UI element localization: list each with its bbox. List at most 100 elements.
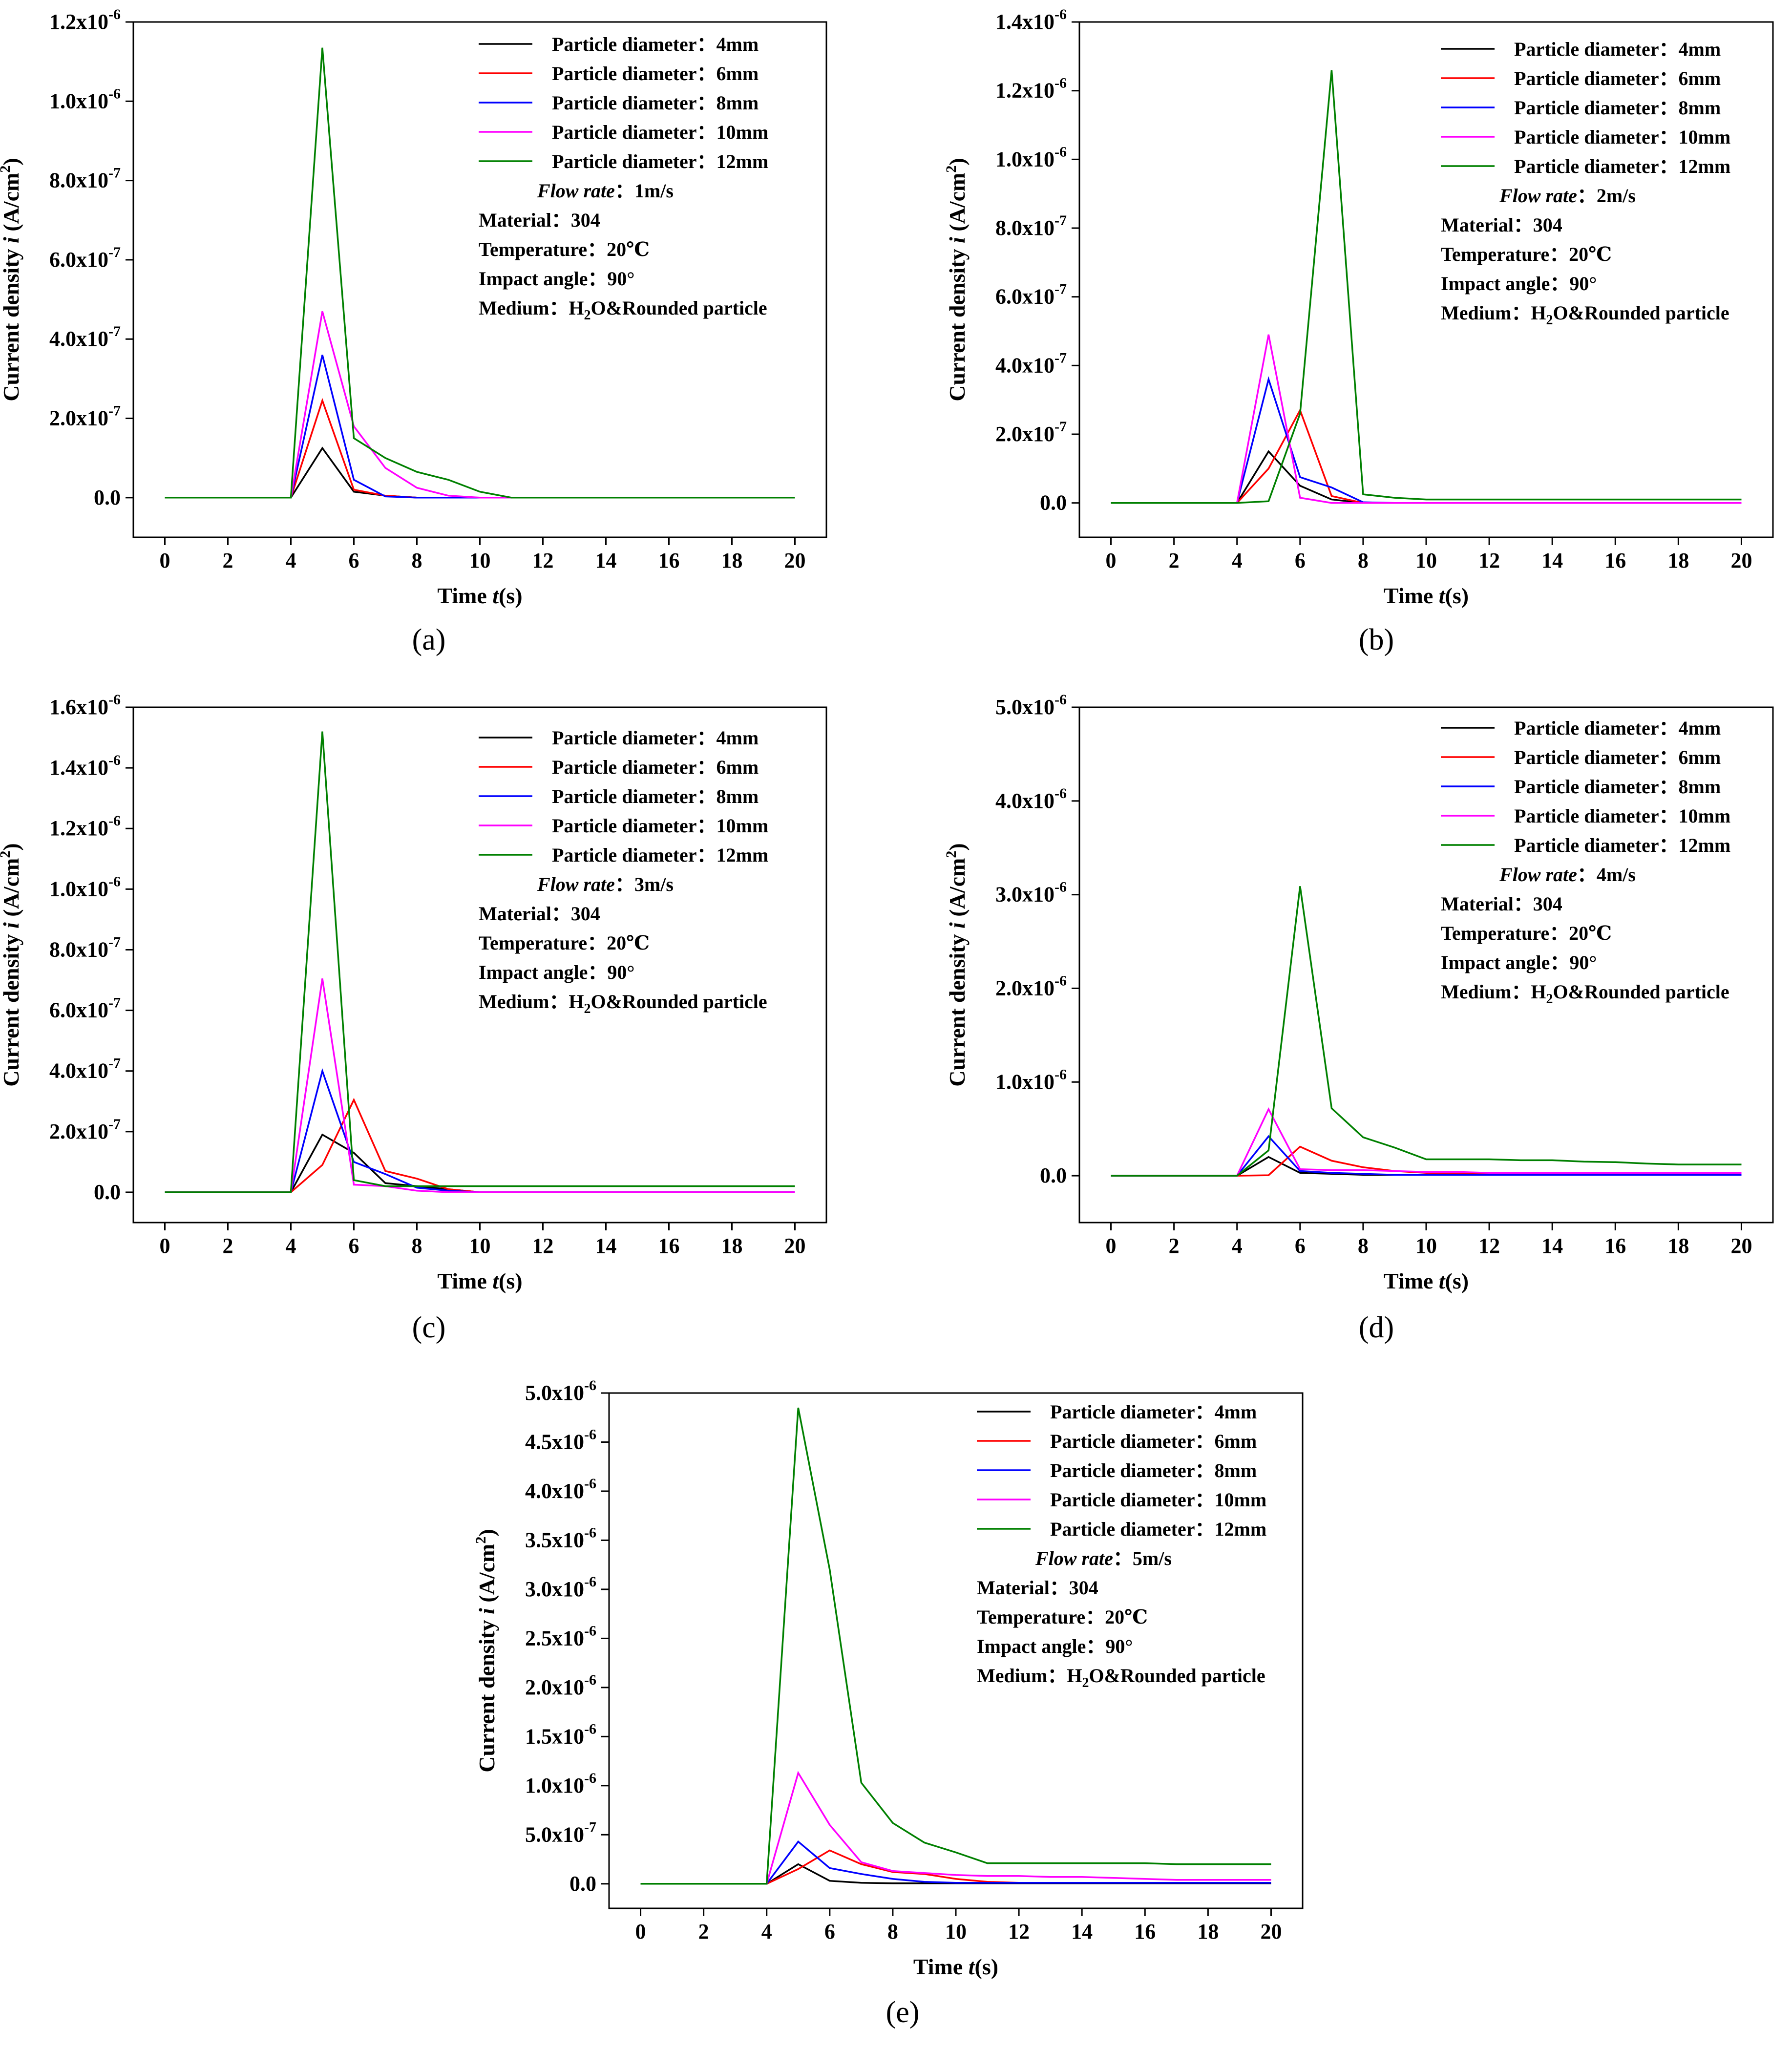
x-tick-label: 14 [1541, 1234, 1563, 1258]
legend-label: Particle diameter：4mm [1050, 1401, 1257, 1423]
material-label: Material：304 [479, 209, 600, 231]
series-line-3 [1111, 376, 1742, 504]
temperature-label: Temperature：20℃ [977, 1606, 1148, 1628]
x-tick-label: 6 [349, 549, 359, 572]
series-line-5 [1111, 886, 1742, 1177]
panel-label: (c) [412, 1311, 446, 1344]
y-tick-label: 1.2x10-6 [49, 6, 121, 34]
flow-rate-label: Flow rate：1m/s [537, 180, 674, 202]
series-line-3 [165, 1068, 795, 1193]
x-tick-label: 4 [286, 549, 296, 572]
x-tick-label: 10 [469, 549, 491, 572]
x-tick-label: 6 [1295, 1234, 1306, 1258]
series-line-4 [1111, 1107, 1742, 1177]
x-tick-label: 4 [761, 1920, 772, 1943]
x-tick-label: 6 [349, 1234, 359, 1258]
series-line-3 [1111, 1135, 1742, 1177]
y-tick-label: 1.5x10-6 [525, 1721, 596, 1748]
y-tick-label: 3.0x10-6 [525, 1574, 596, 1601]
x-tick-label: 16 [1134, 1920, 1156, 1943]
legend-label: Particle diameter：8mm [552, 92, 759, 114]
series-line-2 [640, 1849, 1271, 1885]
x-axis-title: Time t(s) [437, 1268, 522, 1293]
x-tick-label: 8 [1358, 1234, 1369, 1258]
legend-label: Particle diameter：12mm [1050, 1518, 1266, 1540]
x-tick-label: 12 [1478, 1234, 1500, 1258]
impact-label: Impact angle：90° [977, 1635, 1133, 1657]
y-tick-label: 0.0 [1040, 1163, 1067, 1187]
y-tick-label: 1.0x10-6 [525, 1770, 596, 1797]
x-tick-label: 4 [286, 1234, 296, 1258]
y-tick-label: 6.0x10-7 [49, 244, 121, 272]
medium-label: Medium：H2O&Rounded particle [479, 991, 767, 1016]
legend-label: Particle diameter：4mm [1514, 717, 1721, 739]
legend-label: Particle diameter：6mm [1514, 67, 1721, 89]
material-label: Material：304 [1441, 214, 1562, 236]
x-tick-label: 8 [1358, 549, 1369, 572]
medium-label: Medium：H2O&Rounded particle [1441, 981, 1729, 1007]
x-tick-label: 20 [1730, 1234, 1752, 1258]
series-line-1 [1111, 450, 1742, 504]
x-tick-label: 8 [887, 1920, 898, 1943]
temperature-label: Temperature：20℃ [1441, 243, 1612, 265]
series-line-4 [1111, 334, 1742, 504]
panel-label: (b) [1359, 623, 1394, 656]
y-axis-title: Current density i (A/cm2) [473, 1529, 499, 1772]
y-axis-title: Current density i (A/cm2) [943, 158, 970, 401]
series-line-3 [640, 1840, 1271, 1885]
series-line-5 [1111, 70, 1742, 504]
y-tick-label: 5.0x10-7 [525, 1819, 596, 1846]
x-tick-label: 20 [1260, 1920, 1282, 1943]
x-tick-label: 0 [160, 549, 170, 572]
x-tick-label: 14 [595, 549, 617, 572]
chart-panel: 0 2 4 6 8 10 12 14 16 18 20 0.0 2.0x10-7 4.0x10-7 6.0x… [0, 692, 827, 1344]
x-tick-label: 4 [1232, 1234, 1243, 1258]
flow-rate-label: Flow rate：2m/s [1499, 185, 1636, 207]
legend-label: Particle diameter：6mm [1514, 746, 1721, 768]
legend-label: Particle diameter：6mm [552, 63, 759, 84]
y-tick-label: 6.0x10-7 [995, 281, 1067, 309]
x-tick-label: 14 [1071, 1920, 1093, 1943]
y-tick-label: 1.6x10-6 [49, 692, 121, 719]
y-tick-label: 1.0x10-6 [49, 85, 121, 113]
x-tick-label: 18 [721, 549, 743, 572]
y-tick-label: 1.0x10-6 [995, 1066, 1067, 1094]
x-axis-title: Time t(s) [1384, 1268, 1469, 1293]
series-line-5 [640, 1407, 1271, 1885]
legend-label: Particle diameter：12mm [1514, 155, 1730, 177]
series-line-5 [165, 47, 795, 499]
y-tick-label: 2.0x10-6 [525, 1672, 596, 1699]
x-tick-label: 20 [784, 549, 806, 572]
legend-label: Particle diameter：12mm [1514, 834, 1730, 856]
y-tick-label: 8.0x10-7 [49, 934, 121, 961]
x-tick-label: 18 [1197, 1920, 1219, 1943]
temperature-label: Temperature：20℃ [1441, 922, 1612, 944]
legend-label: Particle diameter：6mm [552, 756, 759, 778]
legend-label: Particle diameter：8mm [1514, 776, 1721, 798]
y-tick-label: 2.0x10-6 [995, 972, 1067, 1000]
y-tick-label: 1.0x10-6 [49, 873, 121, 901]
y-tick-label: 3.5x10-6 [525, 1524, 596, 1552]
y-tick-label: 4.0x10-6 [525, 1476, 596, 1503]
y-tick-label: 5.0x10-6 [525, 1377, 596, 1405]
material-label: Material：304 [1441, 893, 1562, 915]
series-line-2 [1111, 408, 1742, 504]
panel-label: (a) [412, 623, 446, 656]
material-label: Material：304 [977, 1577, 1098, 1599]
y-tick-label: 4.5x10-6 [525, 1426, 596, 1454]
x-tick-label: 10 [469, 1234, 491, 1258]
y-tick-label: 0.0 [569, 1872, 596, 1896]
y-tick-label: 2.0x10-7 [49, 1116, 121, 1143]
x-tick-label: 2 [223, 1234, 233, 1258]
series-line-1 [640, 1863, 1271, 1885]
temperature-label: Temperature：20℃ [479, 932, 650, 954]
legend-label: Particle diameter：10mm [1514, 805, 1730, 827]
legend-label: Particle diameter：4mm [1514, 38, 1721, 60]
flow-rate-label: Flow rate：4m/s [1499, 864, 1636, 886]
series-line-2 [165, 1098, 795, 1193]
y-tick-label: 2.0x10-7 [995, 419, 1067, 446]
impact-label: Impact angle：90° [479, 268, 634, 290]
x-tick-label: 14 [595, 1234, 617, 1258]
x-tick-label: 12 [532, 549, 554, 572]
temperature-label: Temperature：20℃ [479, 238, 650, 260]
